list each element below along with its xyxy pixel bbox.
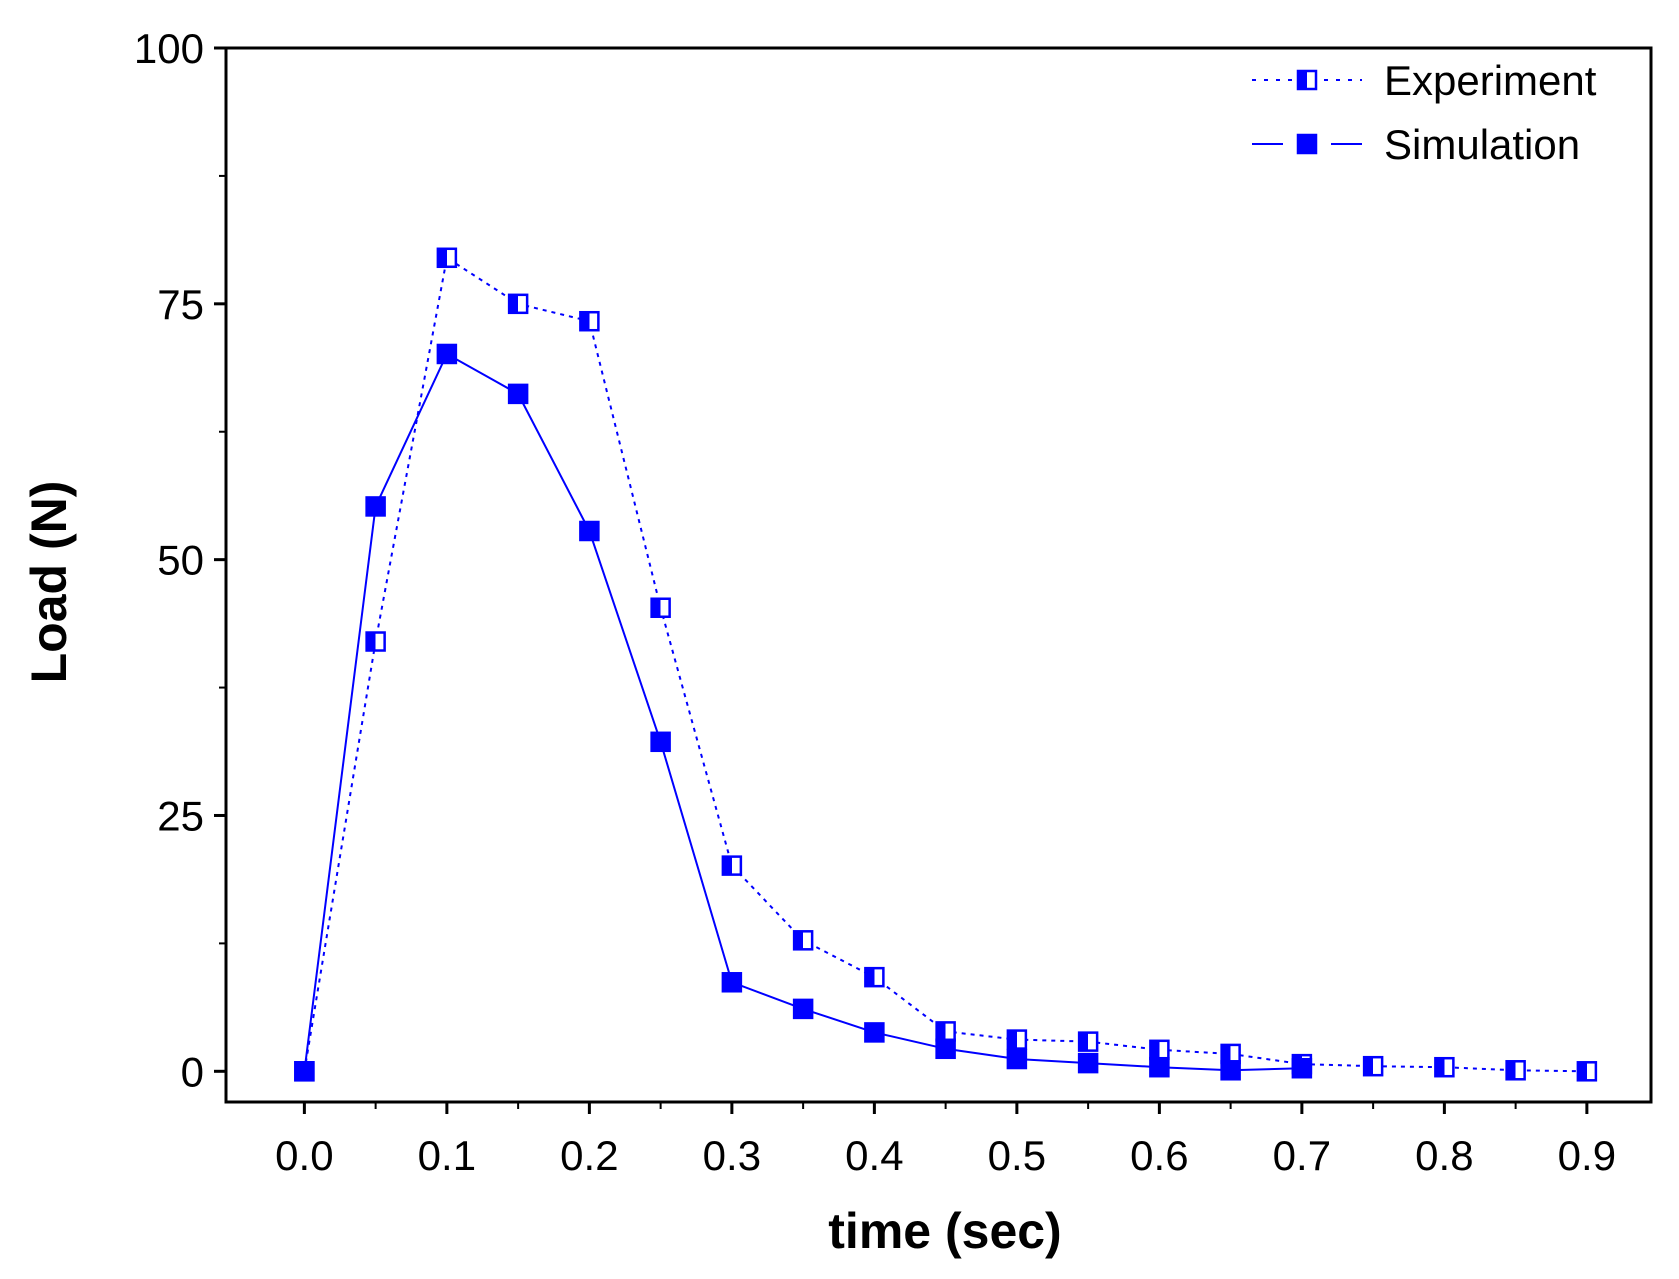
y-axis-ticks: 0 25 50 75 100 [134, 25, 226, 1095]
x-tick-label: 0.1 [418, 1132, 476, 1179]
x-tick-label: 0.2 [560, 1132, 618, 1179]
x-tick-label: 0.9 [1558, 1132, 1616, 1179]
simulation-point [1149, 1056, 1170, 1078]
simulation-point [507, 383, 529, 405]
legend-marker [1296, 133, 1318, 155]
x-tick-label: 0.0 [275, 1132, 333, 1179]
legend-item-simulation: Simulation [1252, 121, 1580, 168]
x-tick-label: 0.4 [845, 1132, 903, 1179]
legend-item-experiment: Experiment [1252, 57, 1597, 104]
simulation-point [935, 1038, 956, 1060]
y-axis-title: Load (N) [21, 481, 77, 684]
x-tick-label: 0.5 [988, 1132, 1046, 1179]
experiment-point [365, 631, 386, 652]
series-simulation [294, 343, 1313, 1082]
experiment-point [579, 310, 600, 332]
simulation-point [294, 1061, 315, 1082]
simulation-point [579, 520, 600, 542]
legend-label: Experiment [1384, 57, 1597, 104]
simulation-point [650, 731, 671, 753]
series-experiment [294, 247, 1598, 1082]
simulation-point [365, 496, 386, 517]
experiment-line [303, 256, 1587, 1073]
x-tick-label: 0.8 [1415, 1132, 1473, 1179]
legend-marker [1296, 69, 1318, 91]
experiment-point [436, 247, 458, 269]
x-tick-label: 0.3 [703, 1132, 761, 1179]
experiment-point [1434, 1056, 1455, 1078]
simulation-point [864, 1022, 885, 1043]
x-tick-label: 0.6 [1130, 1132, 1188, 1179]
experiment-point [864, 966, 885, 988]
legend: Experiment Simulation [1252, 57, 1597, 168]
experiment-point [1505, 1060, 1526, 1081]
y-tick-label: 100 [134, 25, 204, 72]
experiment-point [792, 930, 814, 951]
simulation-point [721, 972, 743, 993]
experiment-point [935, 1021, 956, 1042]
legend-label: Simulation [1384, 121, 1580, 168]
experiment-point [650, 597, 671, 618]
simulation-point [1220, 1060, 1241, 1081]
experiment-point [1362, 1055, 1384, 1077]
simulation-point [436, 343, 458, 365]
x-axis-title: time (sec) [828, 1203, 1061, 1259]
x-tick-label: 0.7 [1273, 1132, 1331, 1179]
simulation-point [1006, 1048, 1028, 1070]
experiment-point [721, 855, 743, 876]
series-layer [294, 247, 1598, 1082]
simulation-point [1077, 1052, 1099, 1074]
plot-frame [224, 46, 1653, 1104]
experiment-point [1077, 1031, 1099, 1052]
experiment-point [507, 293, 529, 315]
experiment-point [1149, 1039, 1170, 1061]
y-tick-label: 25 [157, 792, 204, 839]
simulation-point [1291, 1057, 1313, 1079]
y-tick-label: 75 [157, 281, 204, 328]
y-tick-label: 0 [181, 1048, 204, 1095]
simulation-line [303, 352, 1302, 1072]
experiment-point [1576, 1061, 1598, 1082]
x-axis-ticks: 0.0 0.1 0.2 0.3 0.4 0.5 0.6 0.7 0.8 0.9 [275, 1102, 1616, 1179]
y-tick-label: 50 [157, 537, 204, 584]
experiment-point [1006, 1029, 1028, 1050]
simulation-point [792, 998, 814, 1020]
